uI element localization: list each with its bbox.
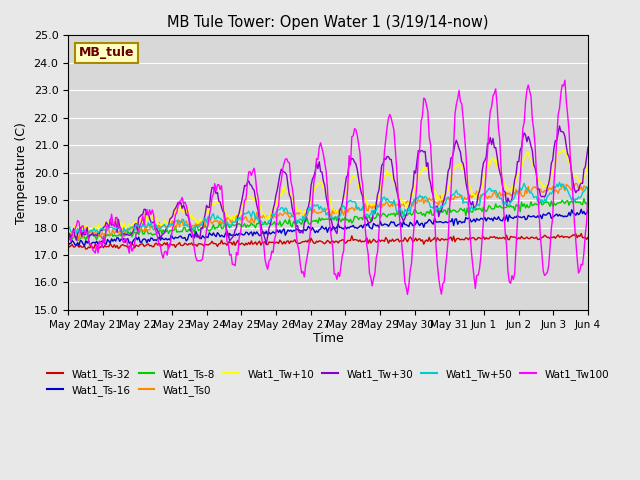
Line: Wat1_Ts-8: Wat1_Ts-8 xyxy=(68,199,588,241)
Wat1_Ts-16 xyxy=(333,224,340,230)
Line: Wat1_Tw+50: Wat1_Tw+50 xyxy=(68,182,588,234)
Line: Wat1_Tw100: Wat1_Tw100 xyxy=(68,80,588,294)
Wat1_Ts0 xyxy=(572,180,580,186)
Wat1_Ts0 xyxy=(583,185,591,191)
Wat1_Tw100 xyxy=(64,238,72,244)
Wat1_Tw+50 xyxy=(64,226,72,232)
Wat1_Ts-16 xyxy=(583,210,591,216)
Wat1_Ts-32 xyxy=(64,243,72,249)
Wat1_Tw+30 xyxy=(82,231,90,237)
Wat1_Ts-16 xyxy=(64,242,72,248)
Wat1_Ts-32 xyxy=(583,237,591,242)
Wat1_Ts-16 xyxy=(81,243,88,249)
Wat1_Tw+50 xyxy=(513,189,521,194)
Wat1_Tw+50 xyxy=(82,230,90,236)
Wat1_Tw100 xyxy=(436,285,444,290)
Wat1_Ts0 xyxy=(64,234,72,240)
Wat1_Ts-8 xyxy=(100,235,108,241)
Wat1_Tw100 xyxy=(404,291,412,297)
Wat1_Tw+50 xyxy=(84,231,92,237)
Wat1_Ts-8 xyxy=(513,203,521,209)
Wat1_Ts-8 xyxy=(583,201,591,206)
Wat1_Tw+10 xyxy=(68,233,76,239)
Wat1_Tw100 xyxy=(332,271,339,277)
Wat1_Ts-32 xyxy=(577,231,585,237)
Line: Wat1_Tw+10: Wat1_Tw+10 xyxy=(68,150,588,236)
Wat1_Tw+10 xyxy=(584,163,592,168)
Wat1_Tw+50 xyxy=(100,227,108,233)
Wat1_Ts-16 xyxy=(577,206,585,212)
Wat1_Ts0 xyxy=(75,237,83,243)
Wat1_Tw+30 xyxy=(556,123,563,129)
Wat1_Tw+30 xyxy=(64,239,72,244)
Wat1_Ts-8 xyxy=(584,203,592,208)
Wat1_Ts-16 xyxy=(83,240,91,246)
Wat1_Tw+30 xyxy=(583,154,591,160)
Wat1_Tw+10 xyxy=(64,226,72,232)
Wat1_Ts-8 xyxy=(64,237,72,242)
Wat1_Ts-16 xyxy=(584,207,592,213)
Wat1_Ts-8 xyxy=(580,196,588,202)
X-axis label: Time: Time xyxy=(313,333,344,346)
Wat1_Tw100 xyxy=(561,77,569,83)
Y-axis label: Temperature (C): Temperature (C) xyxy=(15,122,28,224)
Wat1_Tw+30 xyxy=(513,159,521,165)
Wat1_Tw+30 xyxy=(333,231,340,237)
Legend: Wat1_Ts-32, Wat1_Ts-16, Wat1_Ts-8, Wat1_Ts0, Wat1_Tw+10, Wat1_Tw+30, Wat1_Tw+50,: Wat1_Ts-32, Wat1_Ts-16, Wat1_Ts-8, Wat1_… xyxy=(43,364,613,400)
Wat1_Tw+10 xyxy=(436,198,444,204)
Wat1_Tw100 xyxy=(82,230,90,236)
Wat1_Tw+10 xyxy=(333,207,340,213)
Wat1_Ts-32 xyxy=(100,245,108,251)
Wat1_Tw+10 xyxy=(583,166,591,172)
Wat1_Tw+50 xyxy=(333,216,340,221)
Wat1_Tw+50 xyxy=(556,180,563,185)
Wat1_Ts-32 xyxy=(82,246,90,252)
Wat1_Tw+10 xyxy=(100,228,108,234)
Wat1_Tw+30 xyxy=(436,209,444,215)
Wat1_Ts0 xyxy=(83,228,91,234)
Wat1_Ts-16 xyxy=(100,238,108,244)
Wat1_Ts0 xyxy=(100,232,108,238)
Wat1_Tw100 xyxy=(583,219,591,225)
Title: MB Tule Tower: Open Water 1 (3/19/14-now): MB Tule Tower: Open Water 1 (3/19/14-now… xyxy=(167,15,489,30)
Wat1_Ts-8 xyxy=(436,207,444,213)
Line: Wat1_Ts0: Wat1_Ts0 xyxy=(68,183,588,240)
Wat1_Ts-8 xyxy=(74,238,81,244)
Wat1_Tw100 xyxy=(584,185,592,191)
Wat1_Tw+50 xyxy=(584,186,592,192)
Wat1_Tw+30 xyxy=(262,241,270,247)
Wat1_Ts0 xyxy=(584,187,592,193)
Wat1_Tw+30 xyxy=(99,228,106,234)
Wat1_Ts-32 xyxy=(83,246,91,252)
Wat1_Tw+50 xyxy=(436,206,444,212)
Wat1_Ts-8 xyxy=(83,234,91,240)
Wat1_Ts-32 xyxy=(333,239,340,244)
Wat1_Ts-16 xyxy=(436,219,444,225)
Line: Wat1_Ts-16: Wat1_Ts-16 xyxy=(68,209,588,246)
Wat1_Ts0 xyxy=(333,210,340,216)
Wat1_Ts-32 xyxy=(584,234,592,240)
Wat1_Tw+10 xyxy=(83,226,91,231)
Wat1_Tw+50 xyxy=(583,184,591,190)
Wat1_Tw100 xyxy=(99,244,106,250)
Wat1_Tw100 xyxy=(513,219,521,225)
Wat1_Ts-32 xyxy=(513,236,521,242)
Wat1_Tw+10 xyxy=(558,147,566,153)
Line: Wat1_Tw+30: Wat1_Tw+30 xyxy=(68,126,588,244)
Wat1_Tw+10 xyxy=(513,172,521,178)
Line: Wat1_Ts-32: Wat1_Ts-32 xyxy=(68,234,588,249)
Wat1_Ts-8 xyxy=(333,218,340,224)
Wat1_Tw+30 xyxy=(584,144,592,150)
Text: MB_tule: MB_tule xyxy=(79,46,134,60)
Wat1_Ts0 xyxy=(436,193,444,199)
Wat1_Ts-32 xyxy=(436,238,444,244)
Wat1_Ts-16 xyxy=(513,213,521,218)
Wat1_Ts0 xyxy=(513,191,521,197)
